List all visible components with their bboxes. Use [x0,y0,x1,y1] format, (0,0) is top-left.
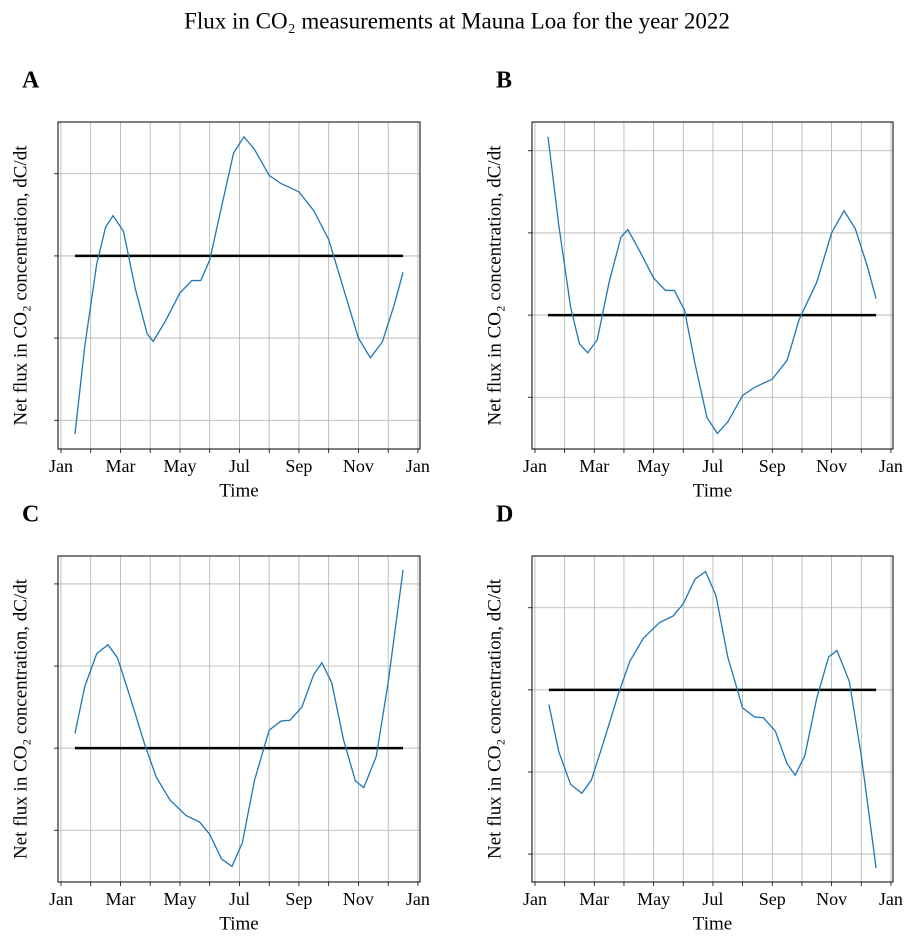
x-tick-label: Jul [229,456,250,476]
x-axis-label: Time [219,913,258,934]
plot-frame [531,555,894,883]
x-tick-label: Sep [759,456,786,476]
x-tick-label: Nov [816,889,847,909]
x-tick-label: Jan [523,889,547,909]
x-tick-label: Jan [879,889,903,909]
x-tick-label: Jan [49,456,73,476]
y-axis-label: Net flux in CO₂ concentration, dC/dt [484,578,505,859]
x-tick-label: May [637,456,670,476]
panel-label: C [22,502,39,528]
x-tick-label: Mar [105,456,135,476]
x-tick-label: Mar [105,889,135,909]
x-tick-label: Jul [702,889,723,909]
x-tick-label: Jan [49,889,73,909]
x-tick-label: May [163,456,196,476]
x-tick-label: Jan [406,456,430,476]
data-line [547,136,877,435]
data-line [548,570,877,869]
y-axis-label: Net flux in CO₂ concentration, dC/dt [484,145,505,426]
x-tick-label: Jan [406,889,430,909]
panel: C Jan Mar May Jul Sep Nov Jan Time Net flux in CO… [10,502,430,935]
panel-label: B [496,68,512,94]
x-tick-label: Nov [343,456,374,476]
figure-title: Flux in CO₂ measurements at Mauna Loa fo… [184,8,730,33]
x-axis-label: Time [693,480,732,501]
x-tick-label: May [163,889,196,909]
panel: A Jan Mar May Jul Sep Nov Jan Time Net flux in CO… [10,68,430,502]
x-tick-label: Mar [579,889,609,909]
x-tick-label: Mar [579,456,609,476]
y-axis-label: Net flux in CO₂ concentration, dC/dt [10,145,31,426]
data-line [74,135,404,435]
panel-label: D [496,502,513,528]
panel: B Jan Mar May Jul Sep Nov Jan Time Net flux in CO… [484,68,903,502]
x-axis-label: Time [693,913,732,934]
plot-frame [531,121,894,450]
x-tick-label: Sep [285,889,312,909]
x-tick-label: Sep [759,889,786,909]
x-tick-label: Jan [523,456,547,476]
x-axis-label: Time [219,480,258,501]
x-tick-label: Jan [879,456,903,476]
x-tick-label: Nov [343,889,374,909]
x-tick-label: Sep [285,456,312,476]
x-tick-label: Jul [702,456,723,476]
panel: D Jan Mar May Jul Sep Nov Jan Time Net flux in CO… [484,502,903,935]
plot-frame [57,121,421,450]
panel-label: A [22,68,40,94]
plot-frame [57,555,421,883]
y-axis-label: Net flux in CO₂ concentration, dC/dt [10,578,31,859]
x-tick-label: Jul [229,889,250,909]
x-tick-label: Nov [816,456,847,476]
x-tick-label: May [637,889,670,909]
data-line [74,569,404,868]
